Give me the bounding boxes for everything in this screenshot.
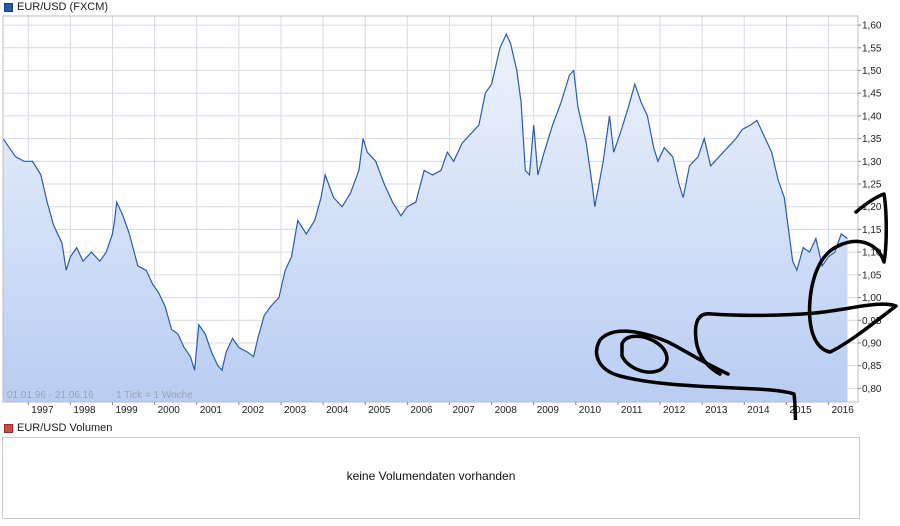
price-area xyxy=(3,34,848,402)
y-tick-label: 1,05 xyxy=(862,270,882,281)
x-tick-label: 2000 xyxy=(158,405,181,416)
x-tick-label: 2007 xyxy=(452,405,475,416)
x-tick-label: 1998 xyxy=(73,405,96,416)
x-tick-label: 2008 xyxy=(495,405,518,416)
scribble-stroke-lower xyxy=(594,329,798,420)
tick-interval-label: 1 Tick = 1 Woche xyxy=(116,390,193,401)
volume-legend: EUR/USD Volumen xyxy=(4,422,112,435)
price-line xyxy=(3,32,848,372)
y-tick-label: 1,50 xyxy=(862,66,882,77)
x-tick-label: 2016 xyxy=(832,405,855,416)
y-tick-label: 0,95 xyxy=(862,316,882,327)
x-tick-label: 2005 xyxy=(368,405,391,416)
volume-panel: keine Volumendaten vorhanden xyxy=(2,437,860,519)
y-tick-label: 1,45 xyxy=(862,89,882,100)
y-tick-label: 1,10 xyxy=(862,248,882,259)
y-tick-label: 1,15 xyxy=(862,225,882,236)
date-range-label: 01.01.96 - 21.06.16 xyxy=(7,390,94,401)
y-tick-label: 1,25 xyxy=(862,180,882,191)
x-tick-label: 2006 xyxy=(410,405,433,416)
x-tick-label: 2009 xyxy=(537,405,560,416)
x-tick-label: 2004 xyxy=(326,405,349,416)
y-tick-label: 1,20 xyxy=(862,202,882,213)
x-tick-label: 2014 xyxy=(747,405,770,416)
x-tick-label: 2011 xyxy=(621,405,643,416)
volume-legend-label: EUR/USD Volumen xyxy=(17,422,113,434)
scribble-loop xyxy=(620,334,669,374)
y-tick-label: 1,35 xyxy=(862,134,882,145)
x-tick-label: 2010 xyxy=(579,405,602,416)
x-tick-label: 2015 xyxy=(789,405,812,416)
price-legend-label: EUR/USD (FXCM) xyxy=(17,1,109,13)
x-tick-label: 2001 xyxy=(200,405,223,416)
x-axis-ticks: 1997 1998 1999 2000 2001 2002 2003 2004 2005 2006… xyxy=(27,402,855,416)
volume-legend-swatch xyxy=(4,424,13,433)
y-axis-ticks: 0,80 0,85 0,90 0,95 1,00 1,05 1,10 1,15 1,20 1,25… xyxy=(858,21,882,395)
y-tick-label: 0,90 xyxy=(862,338,882,349)
volume-empty-message: keine Volumendaten vorhanden xyxy=(346,469,516,483)
y-tick-label: 1,40 xyxy=(862,111,882,122)
x-tick-label: 1997 xyxy=(31,405,54,416)
price-chart: 0,80 0,85 0,90 0,95 1,00 1,05 1,10 1,15 1,20 1,25… xyxy=(2,15,898,420)
scribble-annotation xyxy=(594,192,898,420)
x-tick-label: 1999 xyxy=(116,405,139,416)
scribble-stroke-upper xyxy=(693,192,898,376)
price-legend-swatch xyxy=(4,3,13,12)
y-tick-label: 1,55 xyxy=(862,43,882,54)
price-legend: EUR/USD (FXCM) xyxy=(4,1,108,14)
y-tick-label: 0,85 xyxy=(862,361,882,372)
x-tick-label: 2002 xyxy=(242,405,265,416)
x-tick-label: 2012 xyxy=(663,405,686,416)
y-tick-label: 1,30 xyxy=(862,157,882,168)
x-tick-label: 2013 xyxy=(705,405,728,416)
x-tick-label: 2003 xyxy=(284,405,307,416)
y-tick-label: 0,80 xyxy=(862,384,882,395)
y-tick-label: 1,00 xyxy=(862,293,882,304)
y-tick-label: 1,60 xyxy=(862,21,882,32)
